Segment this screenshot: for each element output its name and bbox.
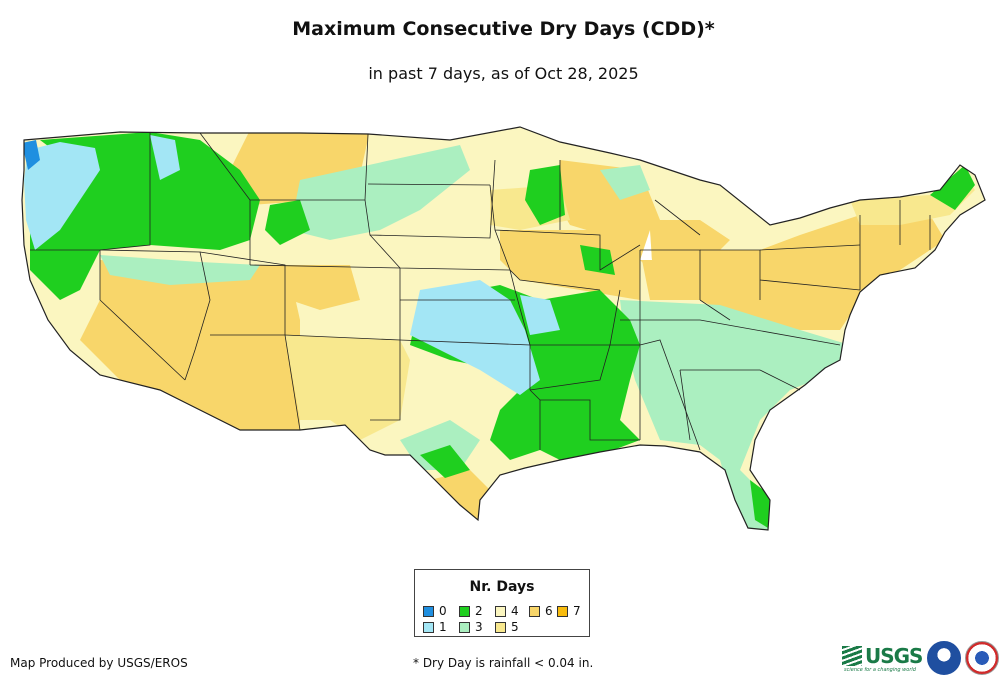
credit-text: Map Produced by USGS/EROS <box>10 656 188 670</box>
usgs-tagline: science for a changing world <box>844 667 916 673</box>
dry-days-raster <box>22 127 985 530</box>
legend-swatch-3 <box>459 621 470 633</box>
legend-swatch-6 <box>529 605 540 617</box>
legend-item-5: 5 <box>495 620 519 634</box>
legend-swatch-2 <box>459 605 470 617</box>
legend-swatch-4 <box>495 605 506 617</box>
legend-item-2: 2 <box>459 604 483 618</box>
map-subtitle: in past 7 days, as of Oct 28, 2025 <box>368 64 639 83</box>
noaa-logo-icon <box>927 641 961 675</box>
legend-item-0: 0 <box>423 604 447 618</box>
legend-item-3: 3 <box>459 620 483 634</box>
usgs-wordmark: USGS <box>865 644 923 668</box>
legend-swatch-7 <box>557 605 568 617</box>
legend: Nr. Days 0 1 2 3 4 5 6 7 <box>414 569 590 637</box>
legend-label-6: 6 <box>545 604 553 618</box>
legend-swatch-1 <box>423 621 434 633</box>
legend-swatch-0 <box>423 605 434 617</box>
map-title: Maximum Consecutive Dry Days (CDD)* <box>292 18 715 40</box>
us-outline <box>21 126 986 531</box>
usgs-mark-icon <box>842 646 862 666</box>
usgs-logo: USGS <box>842 644 923 668</box>
footnote-text: * Dry Day is rainfall < 0.04 in. <box>413 656 594 670</box>
legend-label-2: 2 <box>475 604 483 618</box>
legend-title: Nr. Days <box>469 579 535 595</box>
legend-item-4: 4 <box>495 604 519 618</box>
legend-label-4: 4 <box>511 604 519 618</box>
legend-swatch-5 <box>495 621 506 633</box>
agency-logos: USGS science for a changing world <box>842 640 1002 680</box>
legend-label-5: 5 <box>511 620 519 634</box>
state-borders <box>30 132 931 451</box>
legend-item-1: 1 <box>423 620 447 634</box>
legend-label-1: 1 <box>439 620 447 634</box>
legend-item-6: 6 <box>529 604 553 618</box>
legend-label-3: 3 <box>475 620 483 634</box>
nws-logo-icon <box>965 641 999 675</box>
legend-label-7: 7 <box>573 604 581 618</box>
legend-item-7: 7 <box>557 604 581 618</box>
legend-label-0: 0 <box>439 604 447 618</box>
